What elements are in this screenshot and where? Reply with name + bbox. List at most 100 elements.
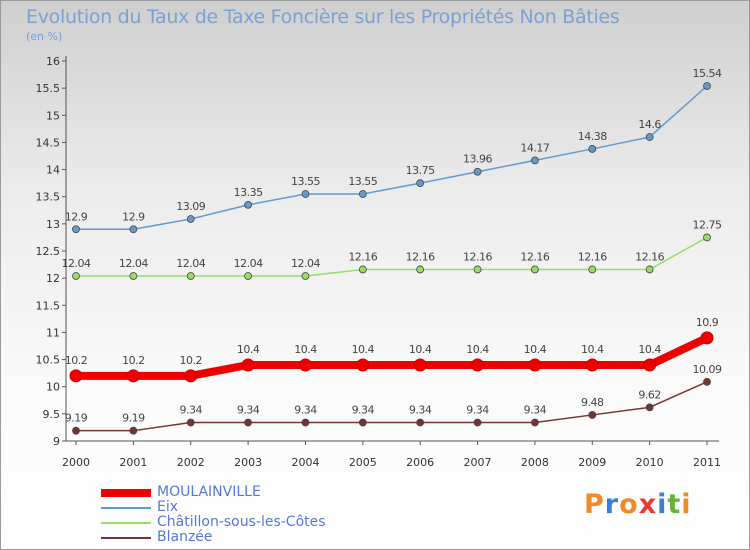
- y-tick-label: 16: [46, 55, 60, 68]
- y-tick-label: 14.5: [36, 136, 61, 149]
- data-point: [645, 133, 654, 141]
- data-label: 9.34: [524, 404, 547, 417]
- data-point: [416, 265, 425, 274]
- legend-swatch: [101, 521, 151, 524]
- data-label: 13.55: [348, 175, 377, 188]
- data-point: [184, 369, 198, 383]
- data-label: 13.75: [406, 164, 435, 177]
- data-point: [301, 190, 310, 198]
- data-point: [588, 265, 597, 274]
- data-label: 9.62: [638, 388, 661, 401]
- data-point: [416, 418, 425, 427]
- y-tick-label: 13: [46, 218, 60, 231]
- proxiti-logo: Proxiti: [584, 489, 692, 520]
- x-tick-label: 2005: [349, 456, 377, 469]
- legend-swatch: [101, 488, 151, 497]
- data-point: [703, 377, 711, 386]
- y-tick-label: 9.5: [43, 408, 61, 421]
- series-line-2: [75, 236, 708, 277]
- x-tick-label: 2006: [406, 456, 434, 469]
- data-point: [69, 369, 83, 383]
- y-tick-label: 11: [46, 326, 60, 339]
- data-label: 9.48: [581, 396, 604, 409]
- data-point: [241, 358, 255, 372]
- data-point: [588, 145, 597, 153]
- x-tick-label: 2001: [119, 456, 147, 469]
- data-label: 13.55: [291, 175, 320, 188]
- data-label: 9.34: [237, 404, 260, 417]
- data-point: [129, 426, 138, 435]
- data-point: [700, 331, 714, 345]
- data-label: 12.04: [62, 257, 91, 270]
- data-point: [186, 418, 195, 427]
- x-tick-label: 2009: [578, 456, 606, 469]
- y-tick-label: 10: [46, 381, 60, 394]
- x-tick-label: 2002: [177, 456, 205, 469]
- legend-item: Eix: [101, 500, 326, 515]
- series-line-3: [75, 381, 708, 432]
- data-point: [244, 200, 252, 209]
- data-point: [358, 190, 367, 198]
- data-label: 9.34: [179, 404, 202, 417]
- data-point: [416, 179, 425, 188]
- data-label: 14.6: [638, 118, 661, 131]
- data-point: [528, 358, 542, 372]
- legend-label: Châtillon-sous-les-Côtes: [157, 514, 326, 530]
- data-point: [645, 265, 654, 274]
- y-tick-label: 15: [46, 109, 60, 122]
- data-label: 10.4: [581, 343, 604, 356]
- data-label: 15.54: [693, 67, 722, 80]
- y-tick-label: 13.5: [36, 191, 61, 204]
- data-point: [126, 369, 140, 383]
- data-point: [413, 358, 427, 372]
- data-point: [585, 358, 599, 372]
- data-label: 12.16: [463, 250, 492, 263]
- y-tick-label: 14: [46, 164, 60, 177]
- legend-label: MOULAINVILLE: [157, 484, 261, 500]
- data-point: [301, 272, 310, 280]
- data-point: [244, 418, 252, 427]
- data-label: 12.9: [65, 210, 88, 223]
- data-label: 10.09: [693, 363, 722, 376]
- data-point: [72, 225, 80, 234]
- data-point: [129, 225, 138, 234]
- data-label: 10.9: [696, 316, 719, 329]
- data-label: 10.4: [352, 343, 375, 356]
- y-tick-label: 12: [46, 272, 60, 285]
- data-label: 13.09: [176, 200, 205, 213]
- x-tick-label: 2011: [693, 456, 721, 469]
- data-label: 10.4: [237, 343, 260, 356]
- data-label: 13.35: [234, 186, 263, 199]
- data-label: 10.4: [466, 343, 489, 356]
- legend: MOULAINVILLE Eix Châtillon-sous-les-Côtes B…: [101, 485, 326, 545]
- data-point: [186, 272, 195, 280]
- data-point: [129, 272, 138, 280]
- data-label: 10.4: [409, 343, 432, 356]
- data-label: 12.04: [234, 257, 263, 270]
- x-tick-label: 2000: [62, 456, 90, 469]
- data-point: [531, 156, 539, 165]
- data-point: [473, 167, 482, 176]
- data-point: [473, 418, 482, 427]
- x-tick-label: 2007: [464, 456, 492, 469]
- data-label: 12.16: [635, 250, 664, 263]
- y-tick-label: 15.5: [36, 82, 61, 95]
- legend-item: MOULAINVILLE: [101, 485, 326, 500]
- data-point: [186, 215, 195, 223]
- data-label: 12.9: [122, 210, 145, 223]
- data-label: 10.4: [524, 343, 547, 356]
- data-point: [356, 358, 370, 372]
- data-label: 10.4: [638, 343, 661, 356]
- data-point: [703, 82, 711, 90]
- y-tick-label: 9: [53, 435, 60, 448]
- data-label: 12.75: [693, 218, 722, 231]
- legend-item: Blanzée: [101, 530, 326, 545]
- data-point: [301, 418, 310, 427]
- data-label: 12.16: [406, 250, 435, 263]
- data-point: [703, 233, 711, 242]
- data-label: 10.2: [65, 354, 88, 367]
- data-label: 12.04: [291, 257, 320, 270]
- x-tick-label: 2010: [636, 456, 664, 469]
